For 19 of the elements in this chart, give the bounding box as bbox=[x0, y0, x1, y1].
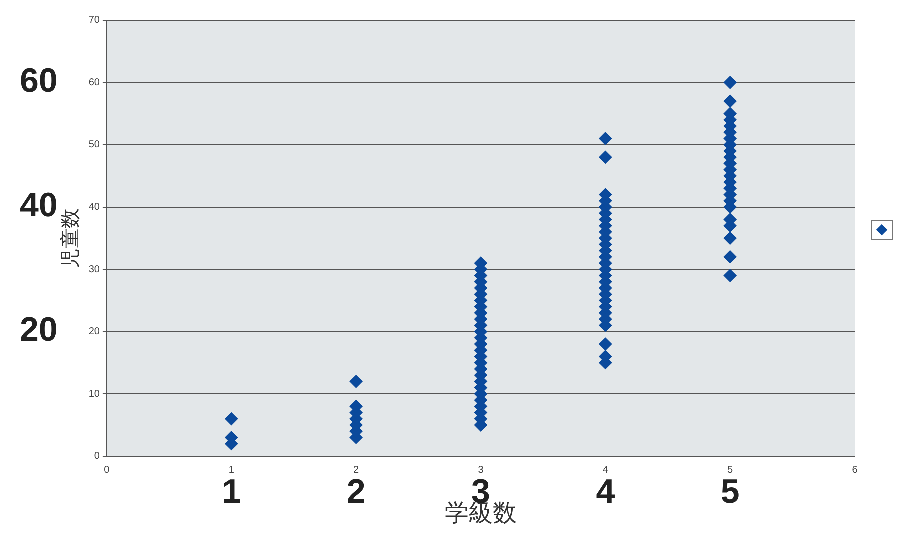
y-tick-label: 70 bbox=[88, 15, 100, 26]
y2-tick-label: 60 bbox=[20, 62, 58, 100]
y-tick-label: 50 bbox=[88, 140, 100, 151]
x-tick-label: 3 bbox=[478, 465, 484, 476]
y2-tick-label: 40 bbox=[20, 186, 58, 225]
y-axis-title: 児童数 bbox=[58, 208, 82, 268]
y-tick-label: 20 bbox=[88, 326, 100, 338]
x-tick-label: 5 bbox=[728, 465, 734, 476]
y-tick-label: 40 bbox=[88, 202, 100, 214]
x-tick-label: 2 bbox=[354, 465, 360, 476]
y-tick-label: 60 bbox=[88, 77, 100, 88]
y-tick-label: 10 bbox=[88, 388, 100, 400]
x-tick-label: 0 bbox=[104, 465, 110, 476]
y-tick-label: 0 bbox=[94, 451, 100, 462]
x-tick-label: 6 bbox=[852, 465, 858, 476]
y-tick-label: 30 bbox=[88, 264, 100, 276]
x-tick-label: 1 bbox=[228, 465, 235, 476]
x-tick-label: 4 bbox=[602, 465, 609, 476]
y2-tick-label: 20 bbox=[20, 311, 58, 350]
